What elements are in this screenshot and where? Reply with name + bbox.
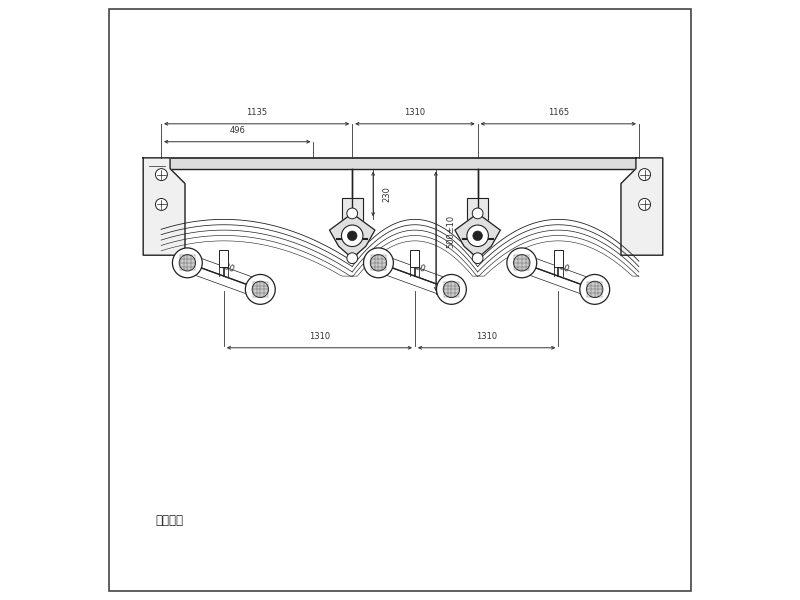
Polygon shape <box>621 158 662 255</box>
Circle shape <box>246 274 275 304</box>
Text: 1310: 1310 <box>309 332 330 341</box>
Text: 500±10: 500±10 <box>446 215 455 248</box>
Bar <box>410 250 419 266</box>
Circle shape <box>472 253 483 263</box>
Text: 480: 480 <box>218 261 236 275</box>
Circle shape <box>472 208 483 219</box>
Circle shape <box>370 254 386 271</box>
Circle shape <box>347 253 358 263</box>
Bar <box>219 250 228 266</box>
Text: 496: 496 <box>230 125 245 134</box>
Circle shape <box>173 248 202 278</box>
Text: 1165: 1165 <box>548 107 569 116</box>
Bar <box>554 250 562 266</box>
Circle shape <box>467 225 488 247</box>
Text: 1310: 1310 <box>476 332 497 341</box>
Circle shape <box>252 281 269 298</box>
Bar <box>467 199 488 229</box>
Circle shape <box>155 199 167 211</box>
Circle shape <box>473 231 482 241</box>
Circle shape <box>507 248 537 278</box>
Circle shape <box>363 248 394 278</box>
Text: 1310: 1310 <box>404 107 426 116</box>
Circle shape <box>347 208 358 219</box>
Circle shape <box>437 274 466 304</box>
Circle shape <box>586 281 603 298</box>
Circle shape <box>443 281 460 298</box>
Circle shape <box>638 169 650 181</box>
Text: 510: 510 <box>409 261 427 275</box>
Circle shape <box>179 254 195 271</box>
Bar <box>342 199 362 229</box>
Circle shape <box>580 274 610 304</box>
Polygon shape <box>455 214 500 258</box>
Circle shape <box>347 231 357 241</box>
Text: 230: 230 <box>382 186 391 202</box>
Text: 510: 510 <box>552 261 570 275</box>
Text: 技术要求: 技术要求 <box>155 514 183 527</box>
Polygon shape <box>330 214 375 258</box>
Text: 1135: 1135 <box>246 107 267 116</box>
Circle shape <box>638 199 650 211</box>
Circle shape <box>514 254 530 271</box>
Circle shape <box>155 169 167 181</box>
Circle shape <box>342 225 363 247</box>
Polygon shape <box>143 158 185 255</box>
